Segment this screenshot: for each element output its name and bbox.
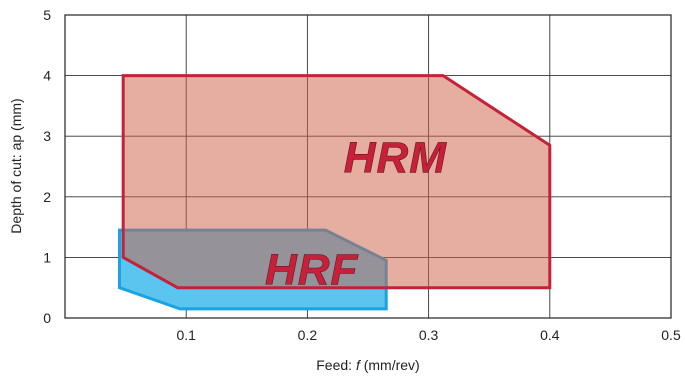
plot-frame	[64, 14, 672, 319]
x-axis-label: Feed: f (mm/rev)	[316, 357, 419, 373]
region-hrm-label: HRM	[344, 134, 448, 183]
y-tick-label: 3	[43, 128, 51, 144]
y-tick-label: 5	[43, 7, 51, 23]
y-tick-label: 4	[43, 68, 51, 84]
x-tick-label: 0.2	[298, 327, 318, 343]
x-tick-label: 0.3	[419, 327, 439, 343]
x-axis-label-symbol: f	[356, 357, 362, 373]
y-axis-ticks: 0 1 2 3 4 5	[43, 7, 51, 326]
x-tick-label: 0.4	[540, 327, 560, 343]
y-tick-label: 1	[43, 249, 51, 265]
x-axis-ticks: 0.1 0.2 0.3 0.4 0.5	[176, 327, 680, 343]
y-tick-label: 2	[43, 189, 51, 205]
x-axis-label-suffix: (mm/rev)	[360, 357, 420, 373]
y-tick-label: 0	[43, 310, 51, 326]
regions: HRF HRM	[118, 74, 552, 311]
region-hrm-area	[121, 74, 552, 290]
plot-area: HRF HRM	[64, 14, 672, 319]
x-tick-label: 0.5	[661, 327, 681, 343]
x-axis-label-prefix: Feed:	[316, 357, 356, 373]
y-axis-label: Depth of cut: ap (mm)	[8, 98, 24, 233]
x-tick-label: 0.1	[176, 327, 196, 343]
region-hrf-label: HRF	[265, 246, 359, 295]
